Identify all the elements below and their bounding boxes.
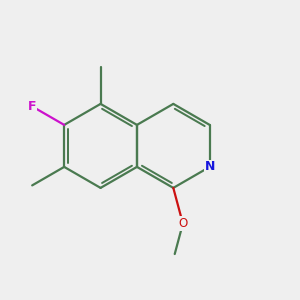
Text: O: O: [178, 217, 188, 230]
Text: F: F: [28, 100, 36, 113]
Text: N: N: [205, 160, 215, 173]
